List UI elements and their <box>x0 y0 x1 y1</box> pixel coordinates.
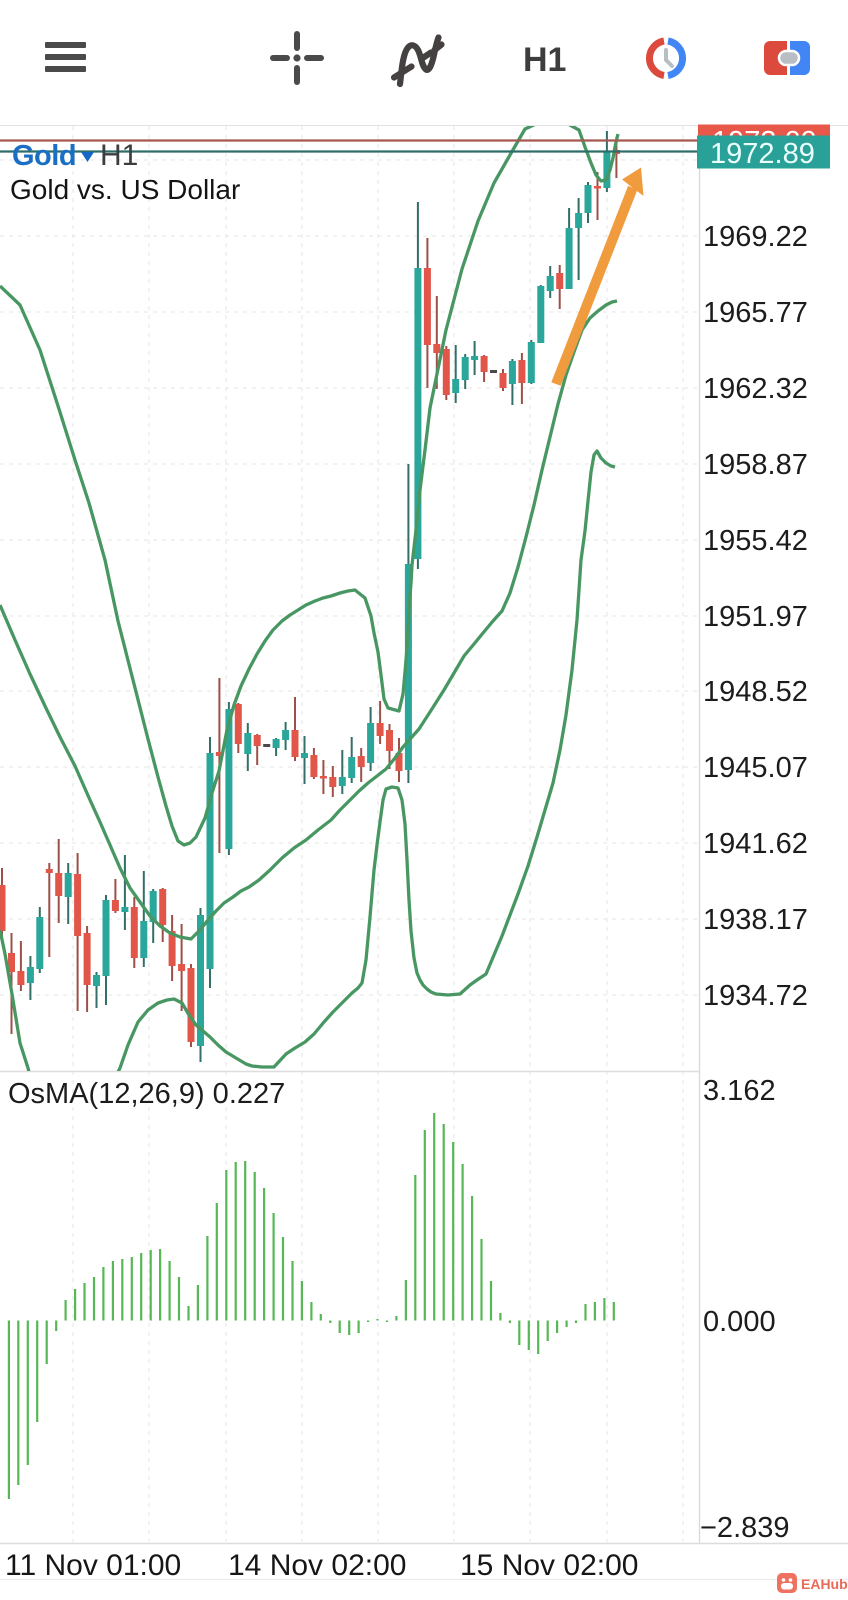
svg-text:3.162: 3.162 <box>703 1075 776 1107</box>
svg-text:0.000: 0.000 <box>703 1306 776 1338</box>
svg-text:1934.72: 1934.72 <box>703 980 808 1012</box>
svg-text:1969.22: 1969.22 <box>703 221 808 253</box>
svg-text:14 Nov 02:00: 14 Nov 02:00 <box>228 1549 406 1582</box>
svg-text:1965.77: 1965.77 <box>703 297 808 329</box>
svg-text:1958.87: 1958.87 <box>703 449 808 481</box>
svg-text:1951.97: 1951.97 <box>703 601 808 633</box>
svg-text:1962.32: 1962.32 <box>703 373 808 405</box>
svg-text:EAHub: EAHub <box>801 1576 848 1592</box>
svg-text:1945.07: 1945.07 <box>703 752 808 784</box>
svg-text:H1: H1 <box>100 139 138 172</box>
svg-text:1972.89: 1972.89 <box>710 138 815 170</box>
svg-text:1948.52: 1948.52 <box>703 676 808 708</box>
svg-text:−2.839: −2.839 <box>700 1512 790 1544</box>
svg-text:1941.62: 1941.62 <box>703 828 808 860</box>
svg-text:H1: H1 <box>523 41 566 79</box>
svg-text:15 Nov 02:00: 15 Nov 02:00 <box>460 1549 638 1582</box>
svg-text:1955.42: 1955.42 <box>703 525 808 557</box>
svg-text:11 Nov 01:00: 11 Nov 01:00 <box>5 1549 181 1582</box>
svg-text:Gold: Gold <box>12 140 76 172</box>
svg-text:Gold vs. US Dollar: Gold vs. US Dollar <box>10 174 240 205</box>
svg-text:OsMA(12,26,9) 0.227: OsMA(12,26,9) 0.227 <box>8 1078 285 1110</box>
svg-text:1938.17: 1938.17 <box>703 904 808 936</box>
